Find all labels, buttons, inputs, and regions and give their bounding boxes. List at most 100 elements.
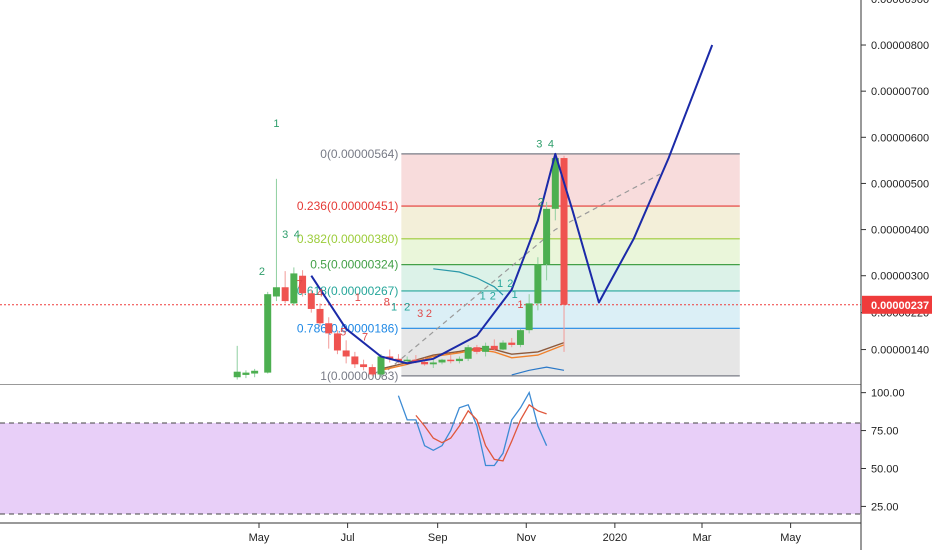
- fib-zone: [401, 206, 740, 239]
- time-tick-label: Nov: [516, 532, 536, 544]
- td-count-label: 1: [355, 292, 361, 304]
- band-upper-line: [433, 268, 504, 296]
- candle-body[interactable]: [281, 287, 289, 302]
- fib-level-label: 0.5(0.00000324): [310, 258, 398, 272]
- price-tick-label: 0.00000600: [871, 132, 929, 144]
- price-tick-label: 0.00000900: [871, 0, 929, 6]
- rsi-tick-label: 75.00: [871, 426, 899, 438]
- td-count-label: 8: [384, 297, 390, 309]
- fib-level-label: 0.618(0.00000267): [297, 284, 398, 298]
- price-tick-label: 0.00000300: [871, 271, 929, 283]
- rsi-d-line[interactable]: [415, 403, 547, 462]
- td-count-label: 1: [391, 301, 397, 313]
- candle-body[interactable]: [233, 371, 241, 378]
- candle-body[interactable]: [242, 372, 250, 375]
- candle-body[interactable]: [412, 359, 420, 363]
- time-tick-label: Jul: [341, 532, 355, 544]
- td-count-label: 3: [417, 308, 423, 320]
- td-count-label: 1: [497, 278, 503, 290]
- candle-body[interactable]: [499, 342, 507, 350]
- candle-body[interactable]: [377, 356, 385, 375]
- time-tick-label: May: [249, 532, 270, 544]
- candle-body[interactable]: [516, 330, 524, 345]
- candle-body[interactable]: [543, 208, 551, 265]
- band-lower-line: [511, 366, 565, 376]
- candle-body[interactable]: [251, 370, 259, 374]
- candle-body[interactable]: [386, 356, 394, 359]
- td-count-label: 5: [340, 327, 346, 339]
- td-count-label: 1: [273, 118, 279, 130]
- candle-body[interactable]: [360, 364, 368, 368]
- candle-body[interactable]: [290, 273, 298, 304]
- price-tick-label: 0.00000400: [871, 225, 929, 237]
- candle-body[interactable]: [490, 345, 498, 350]
- candle-body[interactable]: [534, 264, 542, 304]
- td-count-label: 4: [294, 229, 300, 241]
- price-tick-label: 0.00000700: [871, 86, 929, 98]
- candle-body[interactable]: [508, 342, 516, 345]
- fib-level-label: 0.786(0.00000186): [297, 321, 398, 335]
- time-axis[interactable]: May Jul Sep Nov 2020 Mar May: [0, 522, 861, 544]
- candle-body[interactable]: [403, 359, 411, 362]
- fib-zone: [401, 290, 740, 329]
- td-count-label: 4: [317, 287, 323, 299]
- candle-body[interactable]: [421, 362, 429, 365]
- candle-body[interactable]: [351, 356, 359, 365]
- projection-path[interactable]: [310, 44, 714, 365]
- price-tick-label: 0.00000500: [871, 178, 929, 190]
- candle-body[interactable]: [316, 308, 324, 324]
- candle-body[interactable]: [455, 358, 463, 362]
- rsi-tick-label: 50.00: [871, 463, 899, 475]
- candle-body[interactable]: [368, 367, 376, 375]
- fib-level-label: 0.236(0.00000451): [297, 199, 398, 213]
- candle-body[interactable]: [551, 158, 559, 209]
- price-axis[interactable]: 0.00000900 0.00000800 0.00000700 0.00000600…: [860, 0, 932, 550]
- candle-body[interactable]: [429, 362, 437, 365]
- td-count-label: 4: [548, 138, 554, 150]
- dashed-trend-line: [380, 173, 661, 377]
- candle-body[interactable]: [482, 345, 490, 352]
- candle-body[interactable]: [307, 293, 315, 309]
- candle-body[interactable]: [272, 287, 280, 297]
- time-tick-label: 2020: [603, 532, 627, 544]
- candle-body[interactable]: [394, 358, 402, 362]
- candle-body[interactable]: [299, 275, 307, 294]
- td-count-label: 7: [297, 278, 303, 290]
- fib-level-label: 0(0.00000564): [320, 147, 398, 161]
- current-price-tag[interactable]: [862, 295, 932, 314]
- candle-body[interactable]: [525, 303, 533, 331]
- candle-body[interactable]: [438, 359, 446, 363]
- rsi-pane[interactable]: [0, 390, 861, 524]
- fib-level-label: 0.382(0.00000380): [297, 232, 398, 246]
- rsi-tick-label: 25.00: [871, 501, 899, 513]
- fib-level-label: 1(0.00000083): [320, 369, 398, 383]
- td-count-label: 2: [507, 278, 513, 290]
- fib-zone: [401, 264, 740, 291]
- candle-body[interactable]: [333, 333, 341, 351]
- price-tick-label: 0.00000140: [871, 345, 929, 357]
- candle-body[interactable]: [560, 158, 568, 305]
- rsi-band-fill: [0, 422, 861, 514]
- td-count-label: 7: [362, 331, 368, 343]
- td-count-label: 3: [536, 138, 542, 150]
- price-tick-label: 0.00000800: [871, 40, 929, 52]
- candle-body[interactable]: [464, 347, 472, 359]
- candle-body[interactable]: [473, 347, 481, 352]
- td-count-label: 3: [282, 229, 288, 241]
- td-count-label: 2: [259, 266, 265, 278]
- candle-body[interactable]: [325, 323, 333, 334]
- time-tick-label: May: [780, 532, 801, 544]
- td-count-label: 2: [404, 301, 410, 313]
- fib-zone: [401, 238, 740, 265]
- candle-body[interactable]: [342, 350, 350, 357]
- main-pane[interactable]: 0(0.00000564) 0.236(0.00000451) 0.382(0.00…: [0, 44, 861, 385]
- td-count-label: 2: [426, 308, 432, 320]
- candle-body[interactable]: [447, 359, 455, 362]
- candle-body[interactable]: [264, 294, 272, 373]
- td-count-label: 2: [490, 291, 496, 303]
- current-price-label: 0.00000237: [871, 300, 929, 312]
- time-tick-label: Mar: [693, 532, 712, 544]
- fib-zone: [401, 153, 740, 207]
